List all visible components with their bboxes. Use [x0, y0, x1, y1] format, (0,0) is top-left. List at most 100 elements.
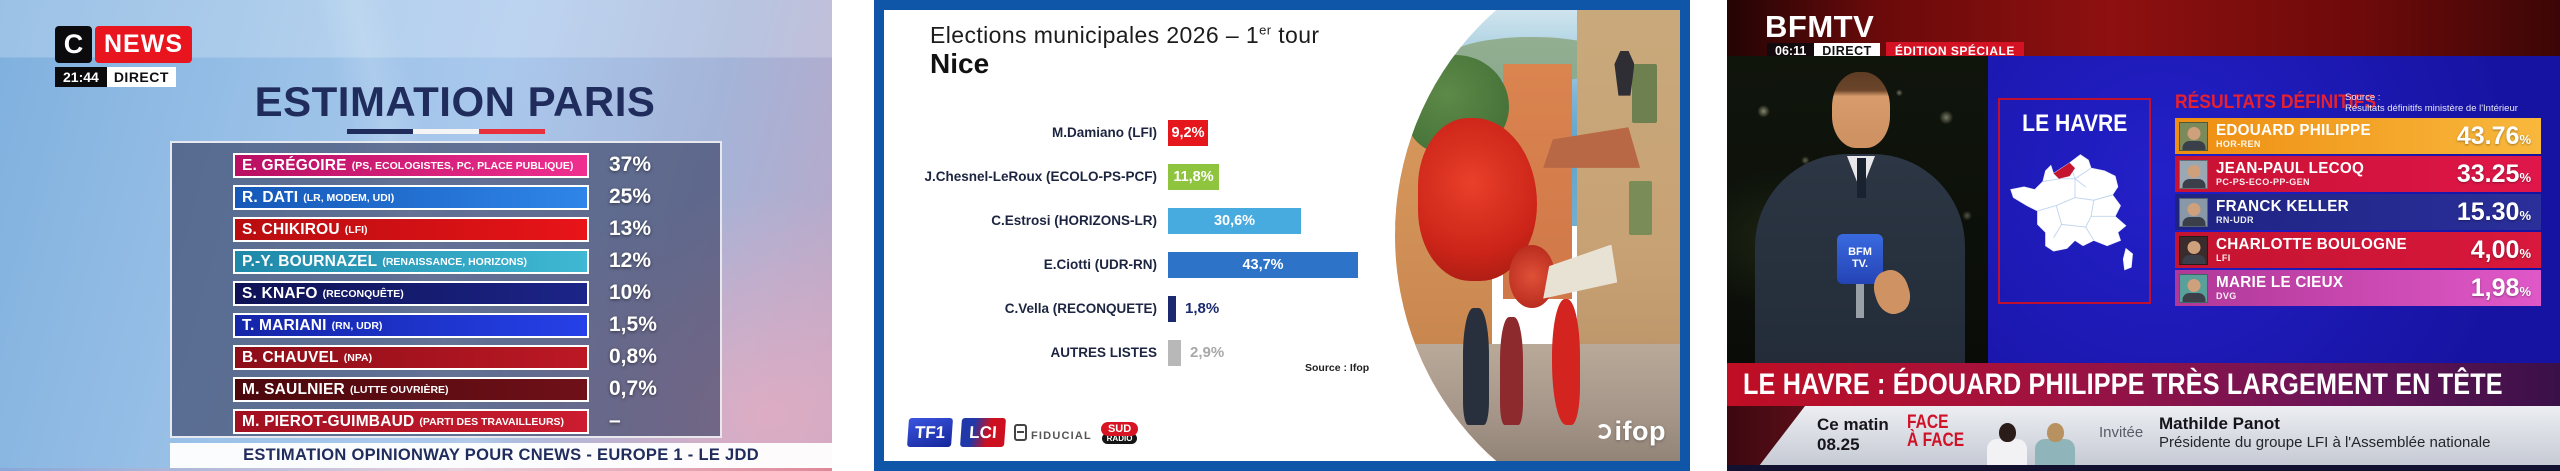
chart-row-bar [1168, 296, 1176, 322]
result-row: FRANCK KELLER RN-UDR 15.30% [2175, 194, 2541, 230]
candidate-name: P.-Y. BOURNAZEL [242, 252, 378, 270]
candidate-party: (LUTTE OUVRIÈRE) [349, 383, 449, 396]
result-candidate-name: CHARLOTTE BOULOGNE [2216, 236, 2407, 254]
result-names: JEAN-PAUL LECOQ PC-PS-ECO-PP-GEN [2216, 160, 2372, 187]
result-score: 43.76% [2457, 122, 2531, 151]
chart-row-value: 30,6% [1213, 213, 1256, 229]
result-names: CHARLOTTE BOULOGNE LFI [2216, 236, 2417, 263]
guest-title: Présidente du groupe LFI à l'Assemblée n… [2159, 434, 2491, 452]
bfmtv-logo: BFMTV [1765, 9, 1875, 44]
result-names: MARIE LE CIEUX DVG [2216, 274, 2350, 301]
clock: 21:44 [55, 67, 107, 87]
result-score-unit: % [2519, 131, 2531, 147]
result-candidate-name: EDOUARD PHILIPPE [2216, 122, 2371, 140]
chart-row: AUTRES LISTES 2,9% [884, 340, 1680, 366]
candidate-party: (PS, ECOLOGISTES, PC, PLACE PUBLIQUE) [351, 159, 574, 172]
ifop-watermark: ifop [1595, 416, 1666, 447]
chart-row-value: 1,8% [1185, 300, 1220, 317]
chart-title: Elections municipales 2026 – 1er tour [930, 22, 1320, 48]
result-candidate-name: MARIE LE CIEUX [2216, 274, 2344, 292]
candidate-score: – [609, 409, 621, 432]
chart-row-value: 11,8% [1173, 169, 1214, 185]
chart-row: E.Ciotti (UDR-RN) 43,7% [884, 252, 1680, 278]
result-row: EDOUARD PHILIPPE HOR-REN 43.76% [2175, 118, 2541, 154]
tf1-logo: TF1 [906, 418, 954, 447]
ifop-dove-icon [1595, 424, 1611, 439]
chart-row: C.Vella (RECONQUETE) 1,8% [884, 296, 1680, 322]
chart-row-bar [1168, 340, 1181, 366]
candidate-name: R. DATI [242, 188, 299, 206]
candidate-name: M. SAULNIER [242, 380, 345, 398]
candidate-party: (PARTI DES TRAVAILLEURS) [419, 415, 565, 428]
candidate-bar: M. SAULNIER (LUTTE OUVRIÈRE) [233, 377, 589, 402]
result-row: JEAN-PAUL LECOQ PC-PS-ECO-PP-GEN 33.25% [2175, 156, 2541, 192]
candidate-row: R. DATI (LR, MODEM, UDI) 25% [172, 185, 720, 210]
results-rows: EDOUARD PHILIPPE HOR-REN 43.76% JEAN-PAUL L… [2175, 118, 2541, 306]
candidate-score: 0,7% [609, 377, 657, 400]
photo-person [1500, 316, 1524, 425]
chart-row: M.Damiano (LFI) 9,2% [884, 120, 1680, 146]
candidate-row: T. MARIANI (RN, UDR) 1,5% [172, 313, 720, 338]
candidate-score: 37% [609, 153, 652, 176]
result-score-unit: % [2519, 169, 2531, 185]
nice-street-photo: ifop [1395, 10, 1680, 461]
results-list: RÉSULTATS DÉFINITIFS Source : Résultats … [2175, 92, 2541, 308]
corsica [2122, 247, 2133, 271]
nice-chart-card: Elections municipales 2026 – 1er tour Ni… [884, 10, 1680, 461]
cnews-logo: C NEWS [55, 26, 192, 63]
candidate-bar: M. PIEROT-GUIMBAUD (PARTI DES TRAVAILLEUR… [233, 409, 589, 434]
map-box: LE HAVRE [1998, 98, 2151, 304]
photo-person [1463, 307, 1490, 425]
bottom-edge [1727, 465, 2560, 471]
results-title: RÉSULTATS DÉFINITIFS [2175, 92, 2377, 113]
result-names: EDOUARD PHILIPPE HOR-REN [2216, 122, 2379, 149]
result-score: 1,98% [2471, 274, 2531, 303]
presenter-1-jacket [1987, 439, 2027, 465]
reporter-tie [1857, 158, 1866, 198]
candidate-bar: E. GRÉGOIRE (PS, ECOLOGISTES, PC, PLACE P… [233, 153, 589, 178]
results-header: RÉSULTATS DÉFINITIFS Source : Résultats … [2175, 92, 2541, 118]
presenters-photos [1973, 408, 2089, 465]
result-candidate-name: FRANCK KELLER [2216, 198, 2349, 216]
chart-row-label: C.Vella (RECONQUETE) [1004, 301, 1157, 316]
candidate-photo [2179, 159, 2208, 189]
candidate-bar: S. CHIKIROU (LFI) [233, 217, 589, 242]
french-flag-underline [347, 129, 545, 134]
photo-lamp [1614, 50, 1635, 96]
candidate-party: (RECONQUÊTE) [322, 287, 404, 300]
candidate-name: S. CHIKIROU [242, 220, 340, 238]
candidate-row: E. GRÉGOIRE (PS, ECOLOGISTES, PC, PLACE P… [172, 153, 720, 178]
bfmtv-microphone: BFM TV. [1837, 234, 1883, 318]
cnews-logo-news: NEWS [95, 26, 192, 63]
cnews-panel: C NEWS 21:44 DIRECT ESTIMATION PARIS E. … [0, 0, 832, 471]
results-board: LE HAVRE RÉSULTATS DÉFINITIFS Source : R… [1988, 56, 2560, 363]
photo-shutter [1628, 181, 1652, 236]
result-candidate-name: JEAN-PAUL LECOQ [2216, 160, 2365, 178]
candidate-photo [2179, 235, 2208, 265]
candidate-row: S. KNAFO (RECONQUÊTE) 10% [172, 281, 720, 306]
result-score: 4,00% [2471, 236, 2531, 265]
lower-strip: Ce matin 08.25 FACE À FACE Invitée Mathi [1727, 406, 2560, 465]
bfmtv-panel: BFMTV 06:11 DIRECT ÉDITION SPÉCIALE BFM T… [1727, 0, 2560, 471]
result-score: 15.30% [2457, 198, 2531, 227]
cnews-logo-c: C [55, 26, 92, 63]
reporter-head [1832, 72, 1890, 148]
candidate-row: B. CHAUVEL (NPA) 0,8% [172, 345, 720, 370]
candidate-photo [2179, 197, 2208, 227]
result-score-number: 15.30 [2456, 197, 2520, 226]
chart-row-label: C.Estrosi (HORIZONS-LR) [991, 213, 1157, 228]
result-names: FRANCK KELLER RN-UDR [2216, 198, 2356, 225]
result-candidate-party: RN-UDR [2216, 214, 2254, 225]
guest-info: Mathilde Panot Présidente du groupe LFI … [2159, 413, 2490, 453]
broadcaster-logos: TF1 LCI FIDUCIAL SUD RADIO [906, 418, 1139, 447]
chart-city: Nice [930, 48, 990, 79]
bfmtv-badges: 06:11 DIRECT ÉDITION SPÉCIALE [1767, 42, 2024, 59]
direct-badge: DIRECT [1814, 42, 1880, 59]
candidate-bar: T. MARIANI (RN, UDR) [233, 313, 589, 338]
candidate-score: 13% [609, 217, 652, 240]
candidate-party: (NPA) [343, 351, 373, 364]
candidate-score: 0,8% [609, 345, 657, 368]
strip-wedge [1727, 406, 1805, 465]
presenter-1-head [1998, 423, 2016, 442]
chart-row-value: 43,7% [1242, 257, 1284, 273]
